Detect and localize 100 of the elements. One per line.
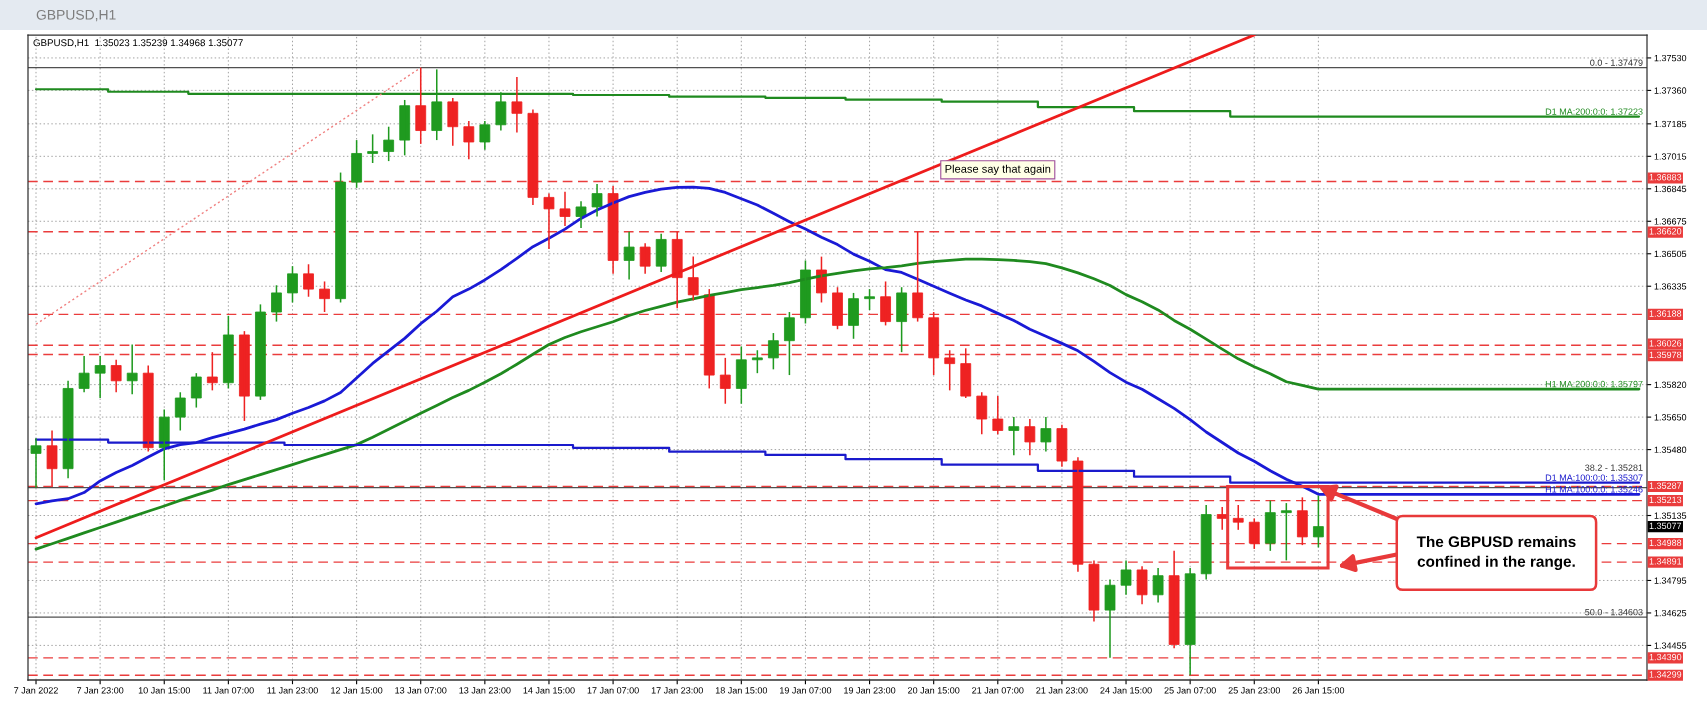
candlestick	[912, 231, 924, 323]
candlestick	[543, 192, 555, 250]
candlestick	[944, 349, 956, 392]
candlestick	[303, 263, 314, 298]
annotation: 1.35077	[1649, 522, 1682, 530]
x-tick-label: 21 Jan 07:00	[972, 687, 1024, 694]
series-label: D1 MA:100:0:0: 1.35307	[1545, 474, 1643, 481]
x-tick-label: 10 Jan 15:00	[138, 687, 190, 694]
candlestick	[206, 351, 218, 392]
y-tick-label: 1.37360	[1654, 87, 1687, 94]
candlestick	[287, 265, 298, 304]
candlestick	[767, 332, 779, 371]
x-tick-label: 13 Jan 07:00	[395, 687, 447, 694]
candlestick	[1232, 504, 1244, 531]
candlestick	[78, 355, 90, 394]
candlestick	[719, 357, 731, 405]
candlestick	[46, 429, 58, 487]
candlestick	[1120, 559, 1132, 596]
ref-line-label: 1.35287	[1649, 482, 1682, 489]
ref-line-label: 1.35213	[1649, 496, 1682, 504]
ref-line-label: 1.34891	[1649, 558, 1682, 565]
x-tick-label: 19 Jan 23:00	[844, 687, 896, 694]
candlestick	[1152, 567, 1164, 604]
candlestick	[415, 66, 427, 145]
candlestick	[735, 345, 747, 405]
candlestick	[30, 437, 42, 489]
candlestick	[1104, 578, 1116, 659]
candlestick	[1313, 494, 1324, 549]
candlestick	[239, 330, 250, 422]
candlestick	[383, 125, 395, 162]
y-tick-label: 1.34795	[1654, 577, 1687, 584]
annotation: 0.0 - 1.37479	[1590, 59, 1643, 66]
candlestick	[880, 280, 891, 327]
candlestick	[591, 183, 603, 218]
series-label: D1 MA:200:0:0: 1.37223	[1545, 108, 1643, 115]
candlestick	[367, 133, 379, 164]
candlestick	[351, 139, 362, 189]
x-tick-label: 11 Jan 07:00	[203, 687, 254, 694]
candlestick	[1072, 456, 1084, 573]
y-tick-label: 1.37530	[1654, 54, 1687, 62]
x-tick-label: 24 Jan 15:00	[1100, 687, 1152, 694]
x-tick-label: 19 Jan 07:00	[780, 687, 832, 694]
candlestick	[62, 380, 74, 480]
x-tick-label: 13 Jan 23:00	[459, 687, 511, 694]
x-tick-label: 26 Jan 15:00	[1292, 687, 1345, 694]
x-tick-label: 17 Jan 23:00	[651, 687, 703, 694]
y-tick-label: 1.36675	[1654, 218, 1687, 225]
y-tick-label: 1.34625	[1654, 609, 1687, 617]
x-tick-label: 14 Jan 15:00	[523, 687, 575, 694]
candlestick	[174, 391, 186, 432]
annotation: The GBPUSD remains confined in the range.	[1416, 535, 1576, 570]
y-tick-label: 1.35135	[1654, 512, 1687, 519]
ref-line-label: 1.34299	[1649, 671, 1682, 678]
candlestick	[511, 76, 523, 134]
ref-line-label: 1.36620	[1649, 228, 1682, 235]
ref-line-label: 1.36883	[1649, 174, 1682, 181]
ref-line-label: 1.34988	[1649, 539, 1682, 547]
series-label: H1 MA:200:0:0: 1.35797	[1545, 380, 1643, 388]
candlestick	[575, 200, 587, 229]
candlestick	[928, 311, 940, 376]
x-tick-label: 18 Jan 15:00	[715, 687, 768, 694]
y-tick-label: 1.36505	[1654, 250, 1687, 258]
candlestick	[222, 315, 234, 390]
candlestick	[1040, 416, 1052, 453]
x-tick-label: 7 Jan 23:00	[77, 687, 124, 694]
x-tick-label: 25 Jan 23:00	[1228, 687, 1281, 694]
x-tick-label: 25 Jan 07:00	[1164, 687, 1216, 694]
candlestick	[1280, 502, 1292, 562]
candlestick	[335, 171, 346, 304]
x-tick-label: 7 Jan 2022	[14, 687, 58, 694]
line-series	[34, 257, 1641, 551]
y-tick-label: 1.35650	[1654, 414, 1687, 421]
candlestick	[832, 286, 843, 330]
y-tick-label: 1.34455	[1654, 642, 1687, 649]
annotation: 38.2 - 1.35281	[1585, 464, 1643, 471]
candlestick	[784, 311, 795, 376]
y-tick-label: 1.35820	[1654, 381, 1687, 388]
candlestick	[255, 303, 266, 401]
annotation: Please say that again	[945, 164, 1051, 175]
candlestick	[896, 286, 908, 353]
series-label: H1 MA:100:0:0: 1.35246	[1545, 486, 1643, 493]
y-tick-label: 1.37185	[1654, 120, 1687, 128]
candlestick	[623, 231, 635, 281]
candlestick	[751, 349, 763, 374]
ref-line-label: 1.35978	[1649, 351, 1682, 359]
candlestick	[1296, 496, 1308, 546]
ref-line-label: 1.34390	[1649, 653, 1682, 661]
candlestick	[559, 190, 571, 227]
chart-title: GBPUSD,H1	[36, 9, 116, 22]
ref-line-label: 1.36026	[1649, 340, 1682, 347]
x-tick-label: 21 Jan 23:00	[1036, 687, 1088, 694]
candlestick	[190, 372, 202, 409]
x-tick-label: 11 Jan 23:00	[267, 687, 318, 694]
ref-line-label: 1.36188	[1649, 310, 1682, 317]
candlestick	[1248, 517, 1260, 550]
y-tick-label: 1.36335	[1654, 283, 1687, 290]
annotation: 50.0 - 1.34603	[1585, 608, 1643, 616]
candlestick	[1008, 416, 1020, 457]
y-tick-label: 1.37015	[1654, 153, 1687, 160]
x-tick-label: 20 Jan 15:00	[908, 687, 960, 694]
